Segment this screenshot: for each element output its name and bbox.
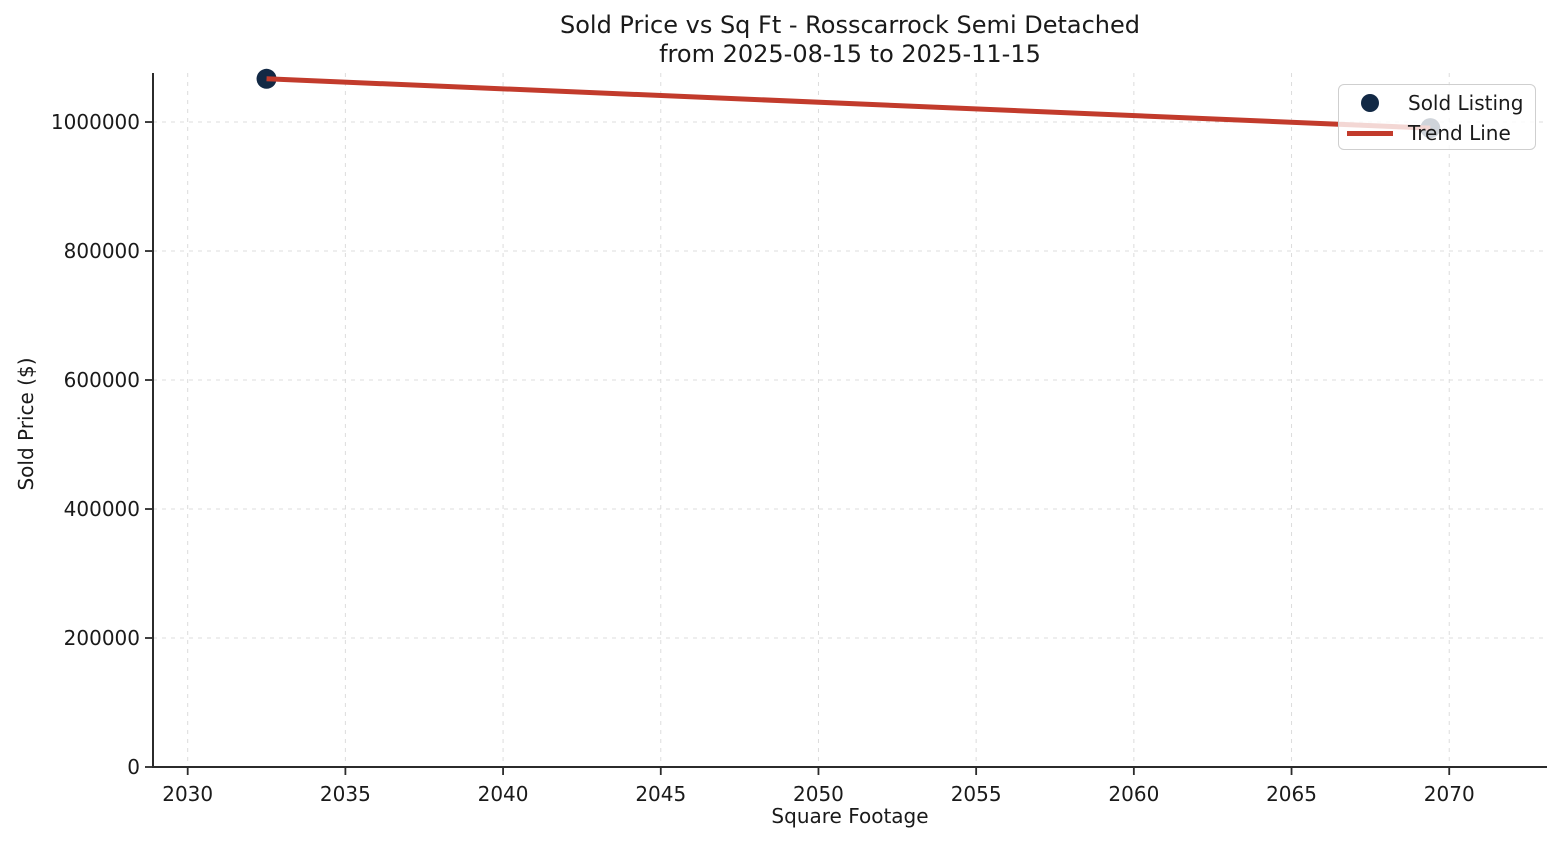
chart-title-line1: Sold Price vs Sq Ft - Rosscarrock Semi D… [559, 11, 1141, 39]
trend-line-sample-icon [1347, 130, 1393, 136]
x-tick-label: 2030 [162, 782, 213, 806]
x-axis-label: Square Footage [771, 804, 929, 828]
x-tick-label: 2040 [478, 782, 529, 806]
x-tick-label: 2055 [951, 782, 1002, 806]
y-axis-label: Sold Price ($) [14, 357, 38, 491]
y-tick-label: 200000 [64, 626, 140, 650]
x-tick-label: 2050 [793, 782, 844, 806]
trend-line [266, 76, 1431, 131]
x-tick-label: 2045 [635, 782, 686, 806]
x-tick-label: 2060 [1108, 782, 1159, 806]
legend-item-trend-line: Trend Line [1339, 118, 1535, 148]
x-tick-label: 2070 [1424, 782, 1475, 806]
sold-listing-dot-icon [1361, 94, 1379, 112]
x-tick-label: 2035 [320, 782, 371, 806]
legend-marker-cell [1347, 130, 1393, 136]
legend-label-sold-listing: Sold Listing [1408, 91, 1524, 115]
x-tick-label: 2065 [1266, 782, 1317, 806]
y-tick-label: 800000 [64, 239, 140, 263]
y-tick-label: 1000000 [51, 110, 140, 134]
y-tick-label: 400000 [64, 497, 140, 521]
legend-label-trend-line: Trend Line [1408, 121, 1511, 145]
chart-title: Sold Price vs Sq Ft - Rosscarrock Semi D… [153, 11, 1547, 69]
legend-item-sold-listing: Sold Listing [1339, 88, 1535, 118]
y-tick-label: 0 [127, 755, 140, 779]
legend: Sold Listing Trend Line [1338, 84, 1536, 150]
chart-title-line2: from 2025-08-15 to 2025-11-15 [659, 40, 1041, 68]
legend-marker-cell [1347, 94, 1393, 112]
y-tick-label: 600000 [64, 368, 140, 392]
